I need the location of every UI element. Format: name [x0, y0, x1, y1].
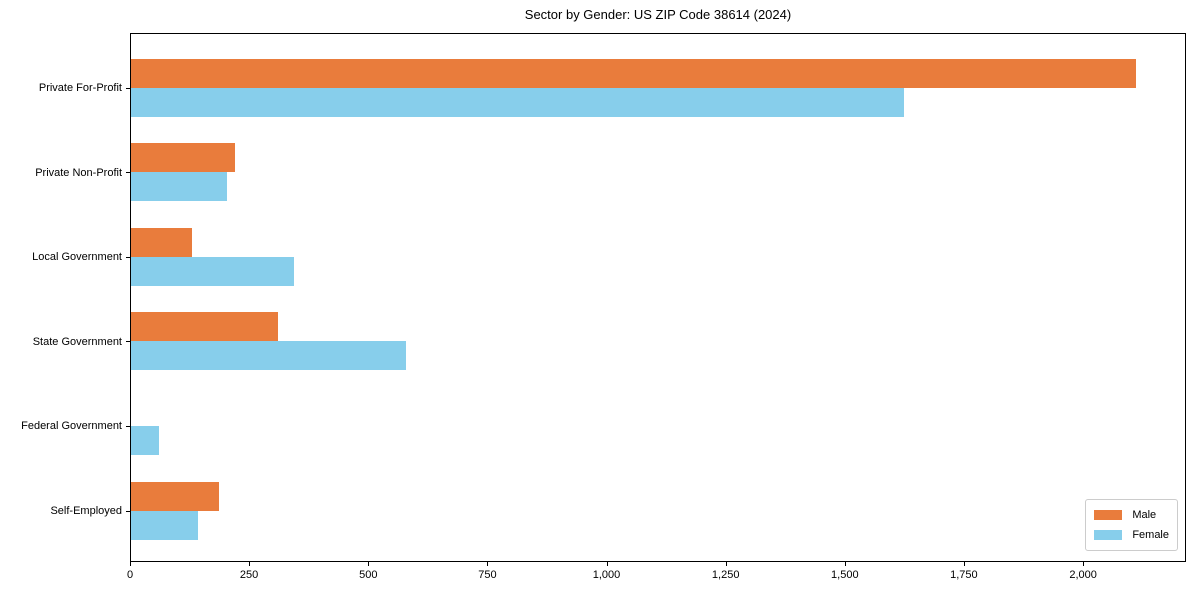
x-tick-label-7: 1,750	[950, 569, 978, 581]
bar-female-2	[130, 256, 294, 286]
y-tick-3	[126, 341, 130, 343]
y-tick-label-3: State Government	[32, 335, 122, 348]
x-tick-8	[1083, 562, 1085, 566]
y-tick-label-2: Local Government	[32, 251, 122, 264]
x-tick-label-3: 750	[478, 569, 497, 581]
bar-female-1	[130, 172, 227, 202]
bar-female-5	[130, 510, 199, 540]
x-tick-label-0: 0	[126, 569, 134, 581]
y-tick-label-4: Federal Government	[21, 420, 122, 433]
x-axis: 0 250 500 750 1,000 1,250 1,500 1,750 2,000	[126, 562, 1186, 594]
x-tick-label-4: 1,000	[592, 569, 621, 581]
bar-female-0	[130, 87, 904, 117]
x-tick-label-2: 500	[359, 569, 378, 581]
chart-title: Sector by Gender: US ZIP Code 38614 (202…	[524, 7, 792, 22]
y-tick-2	[126, 256, 130, 258]
x-tick-6	[844, 562, 846, 566]
x-tick-3	[487, 562, 489, 566]
legend-label-female: Female	[1132, 529, 1169, 541]
x-tick-label-6: 1,500	[831, 569, 859, 581]
x-tick-5	[725, 562, 727, 566]
x-tick-0	[130, 562, 131, 566]
bar-male-2	[130, 227, 192, 257]
x-tick-label-8: 2,000	[1069, 569, 1097, 581]
x-tick-7	[963, 562, 965, 566]
y-tick-4	[126, 425, 130, 427]
bar-female-4	[130, 425, 160, 455]
x-tick-4	[606, 562, 608, 566]
bar-female-3	[130, 341, 407, 371]
y-axis: Private For-Profit Private Non-Profit Loca…	[0, 33, 130, 562]
legend-swatch-female	[1094, 530, 1123, 540]
x-tick-label-1: 250	[239, 569, 259, 581]
bar-male-3	[130, 312, 279, 342]
y-tick-label-5: Self-Employed	[50, 505, 122, 517]
legend-label-male: Male	[1132, 509, 1157, 521]
legend-row-male: Male	[1094, 505, 1169, 525]
y-tick-label-1: Private Non-Profit	[35, 166, 122, 179]
x-tick-1	[249, 562, 251, 566]
plot-area: Male Female	[130, 33, 1186, 562]
legend-swatch-male	[1094, 510, 1123, 520]
x-tick-2	[368, 562, 370, 566]
legend: Male Female	[1085, 499, 1178, 551]
y-tick-5	[126, 510, 130, 512]
y-tick-label-0: Private For-Profit	[38, 82, 122, 94]
y-tick-1	[126, 172, 130, 174]
legend-row-female: Female	[1094, 525, 1169, 545]
bar-male-0	[130, 58, 1136, 88]
x-tick-label-5: 1,250	[711, 569, 740, 581]
bar-male-1	[130, 143, 235, 173]
y-tick-0	[126, 87, 130, 89]
bar-male-5	[130, 481, 220, 511]
